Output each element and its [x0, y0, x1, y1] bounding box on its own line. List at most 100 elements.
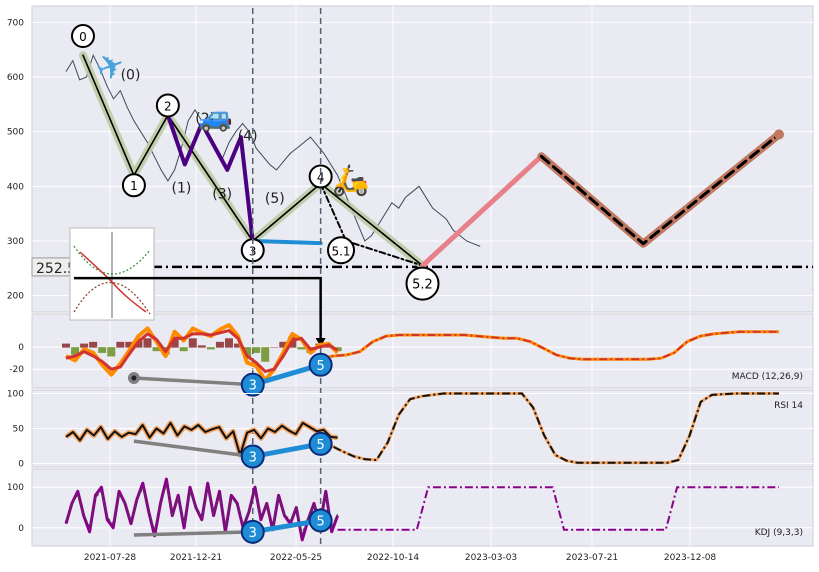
- macd-histogram-bar: [170, 336, 179, 348]
- x-tick-label: 2023-12-08: [664, 553, 717, 563]
- macd-histogram-bar: [179, 347, 188, 352]
- wave-label-(1): (1): [172, 180, 192, 196]
- connector-arrowhead: [315, 338, 326, 347]
- inset-curve-accent: [79, 251, 147, 313]
- kdj-divergence-marker: [240, 519, 265, 544]
- rsi-divergence-marker: [308, 431, 333, 456]
- price-y-tick: 500: [7, 128, 24, 138]
- connector-line: [74, 276, 322, 342]
- x-tick-label: 2022-05-25: [270, 553, 322, 563]
- macd-histogram-bar: [107, 347, 116, 357]
- x-tick-label: 2021-07-28: [84, 553, 137, 563]
- purple-wave-line: [165, 113, 255, 243]
- rsi-divergence-marker: [240, 444, 265, 469]
- macd-divergence-start-dot: [131, 375, 137, 381]
- wave-label-(0): (0): [121, 67, 141, 83]
- wave-label-circle: [155, 93, 180, 118]
- macd-histogram-bar: [62, 343, 70, 348]
- macd-label: MACD (12,26,9): [732, 372, 803, 382]
- macd-histogram-bar: [234, 343, 243, 348]
- car-icon: 🚙: [198, 100, 233, 133]
- pink-projection-line: [420, 153, 544, 269]
- macd-histogram-bar: [252, 347, 261, 353]
- rsi-y-tick: 0: [18, 460, 24, 470]
- wave-label-circle: [405, 266, 440, 301]
- macd-divergence-grey: [133, 376, 253, 387]
- rsi-divergence-label-5: 5: [317, 438, 325, 453]
- x-tick-label: 2023-03-03: [465, 553, 517, 563]
- wave-label-(3): (3): [212, 186, 232, 202]
- price-series-line: [65, 53, 481, 247]
- macd-histogram-bar: [197, 345, 206, 348]
- macd-histogram-bar: [270, 347, 279, 348]
- macd-histogram-bar: [297, 347, 306, 350]
- rsi-projection-line: [320, 392, 779, 464]
- inset-thumbnail: [69, 227, 155, 321]
- kdj-projection-line: [337, 486, 779, 531]
- rsi-y-tick: 100: [7, 390, 24, 400]
- macd-panel-bg: [31, 313, 814, 389]
- kdj-series-line: [64, 477, 340, 542]
- macd-histogram-bar: [261, 347, 270, 362]
- x-tick-label: 2023-07-21: [566, 553, 618, 563]
- wave-label-2: 2: [164, 99, 172, 113]
- wave-label-(2): (2): [195, 111, 215, 127]
- price-y-tick: 300: [7, 237, 24, 247]
- macd-y-tick: -20: [9, 365, 24, 375]
- inset-curve-green: [73, 245, 151, 275]
- macd-divergence-label-5: 5: [317, 359, 325, 374]
- kdj-y-tick: 0: [18, 524, 24, 534]
- macd-histogram-bar: [71, 347, 80, 355]
- macd-histogram-bar: [98, 347, 107, 353]
- wave-label-circle: [327, 236, 356, 265]
- kdj-divergence-label-3: 3: [249, 526, 257, 541]
- wave-label-0: 0: [79, 30, 87, 44]
- blue-segment-line: [250, 239, 323, 246]
- macd-histogram-bar: [224, 338, 233, 348]
- wave-label-5.1: 5.1: [331, 244, 350, 258]
- projection-end-dot: [774, 129, 784, 140]
- wave-label-circle: [121, 173, 146, 198]
- scooter-icon: 🛵: [332, 163, 369, 198]
- rsi-divergence-grey: [133, 439, 253, 459]
- price-y-tick: 200: [7, 292, 24, 302]
- inset-curve-red: [73, 281, 151, 315]
- macd-histogram-bar: [125, 341, 134, 348]
- kdj-label: KDJ (9,3,3): [755, 528, 803, 538]
- macd-series-1: [65, 329, 339, 373]
- rsi-series-line: [65, 421, 338, 457]
- macd-histogram-bar: [206, 347, 215, 350]
- wave-label-circle: [308, 164, 333, 189]
- macd-projection-red: [320, 330, 779, 361]
- macd-histogram-bar: [152, 347, 161, 352]
- macd-histogram-bar: [116, 341, 125, 348]
- macd-divergence-label-3: 3: [249, 379, 257, 394]
- price-y-tick: 700: [7, 18, 24, 28]
- wave-label-4: 4: [317, 170, 325, 184]
- rsi-y-tick: 50: [13, 425, 25, 435]
- wave-label-circle: [70, 24, 95, 49]
- macd-histogram-bar: [143, 338, 152, 348]
- x-tick-label: 2022-10-14: [367, 553, 420, 563]
- macd-histogram-bar: [188, 338, 197, 348]
- macd-histogram-bar: [215, 341, 224, 348]
- x-tick-label: 2021-12-21: [170, 553, 222, 563]
- wave-label-(4): (4): [238, 129, 258, 145]
- support-value-label: 252.5: [36, 261, 76, 277]
- macd-histogram-bar: [279, 341, 288, 348]
- macd-histogram-bar: [80, 343, 89, 348]
- black-wave-line: [82, 54, 424, 267]
- kdj-divergence-grey: [133, 530, 253, 537]
- kdj-y-tick: 100: [7, 483, 24, 493]
- macd-histogram-bar: [89, 341, 98, 348]
- kdj-series-thin: [65, 484, 339, 536]
- kdj-divergence-label-5: 5: [317, 514, 325, 529]
- kdj-divergence-marker: [308, 508, 333, 533]
- macd-divergence-marker: [240, 372, 265, 397]
- black-dashed-projection-line: [539, 132, 781, 246]
- macd-divergence-marker: [308, 352, 333, 377]
- wave-label-(5): (5): [265, 191, 285, 207]
- wave-label-1: 1: [130, 179, 138, 193]
